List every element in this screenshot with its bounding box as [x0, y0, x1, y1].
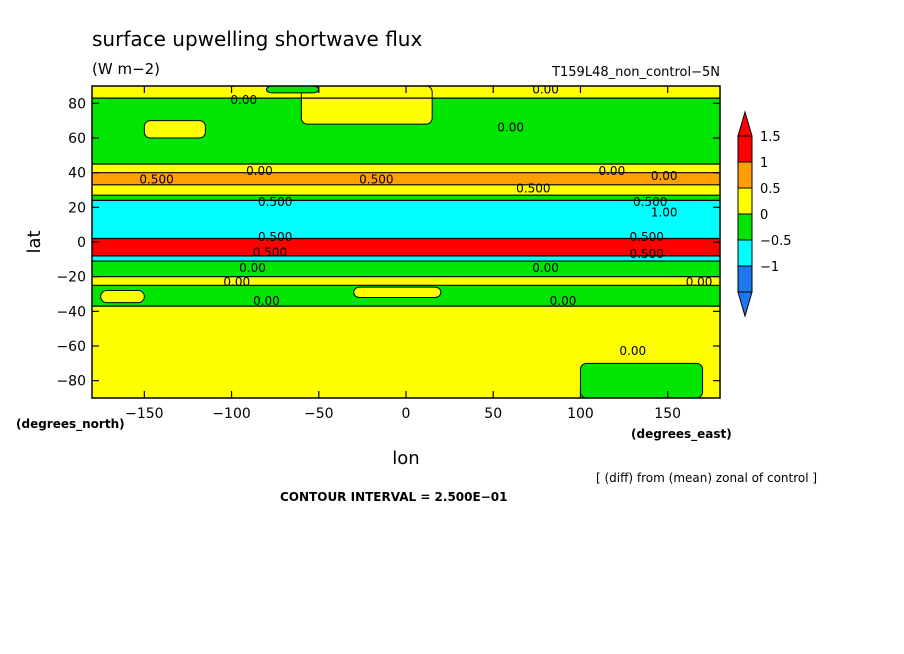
chart-units: (W m−2): [92, 60, 160, 78]
colorbar-segment-5: [737, 135, 753, 163]
lat-band-6: [92, 200, 720, 239]
lat-band-2: [92, 164, 720, 173]
contour-label-6: 0.500: [139, 173, 173, 187]
contour-label-layer: 0.000.000.000.00 0.00 0.000.500 0.5000.5000…: [139, 82, 713, 358]
contour-label-0: 0.00: [230, 93, 257, 107]
contour-label-19: 0.00: [686, 275, 713, 289]
contour-label-20: 0.00: [253, 294, 280, 308]
colorbar-over-arrow: [737, 110, 753, 137]
lat-band-9: [92, 261, 720, 277]
x-tick-label-5: 100: [567, 406, 594, 422]
field-patch-4: [100, 290, 145, 304]
contour-label-10: 0.500: [258, 195, 292, 209]
colorbar-segment-2: [737, 213, 753, 241]
chart-title: surface upwelling shortwave flux: [92, 27, 422, 51]
colorbar-under-arrow: [737, 291, 753, 318]
x-tick-label-3: 0: [402, 406, 411, 422]
contour-label-15: 0.500: [630, 247, 664, 261]
colorbar: −1 −0.5 0 0.5 1 1.5: [737, 110, 792, 318]
y-tick-label-2: 40: [68, 166, 86, 182]
colorbar-segment-0: [737, 265, 753, 293]
contour-label-21: 0.00: [550, 294, 577, 308]
x-tick-label-0: −150: [125, 406, 163, 422]
contour-label-22: 0.00: [619, 344, 646, 358]
contour-label-12: 0.500: [258, 230, 292, 244]
contour-label-11: 1.00: [651, 206, 678, 220]
contour-label-5: 0.00: [651, 169, 678, 183]
field-patch-3: [579, 362, 704, 398]
lat-band-7: [92, 238, 720, 256]
contour-label-14: 0.500: [253, 245, 287, 259]
y-tick-label-6: −40: [56, 304, 86, 320]
x-tick-label-4: 50: [484, 406, 502, 422]
contour-label-4: 0.00: [598, 164, 625, 178]
lat-band-3: [92, 172, 720, 185]
lat-band-10: [92, 276, 720, 286]
contour-label-18: 0.00: [223, 275, 250, 289]
contour-label-2: 0.00: [497, 121, 524, 135]
contour-label-16: 0.00: [239, 261, 266, 275]
lat-band-4: [92, 184, 720, 196]
y-axis-unit: (degrees_north): [16, 417, 125, 432]
y-axis-label: lat: [24, 230, 45, 253]
contour-label-9: 0.500: [633, 195, 667, 209]
y-tick-label-7: −60: [56, 339, 86, 355]
x-tick-label-6: 150: [654, 406, 681, 422]
x-axis-unit: (degrees_east): [631, 427, 732, 442]
field-patch-0: [300, 86, 433, 125]
x-axis-label: lon: [392, 448, 419, 469]
colorbar-segment-1: [737, 239, 753, 267]
contour-label-17: 0.00: [532, 261, 559, 275]
y-tick-label-1: 60: [68, 131, 86, 147]
y-tick-label-8: −80: [56, 374, 86, 390]
contour-label-1: 0.00: [532, 82, 559, 96]
y-tick-label-5: −20: [56, 270, 86, 286]
dataset-label: T159L48_non_control−5N: [551, 65, 720, 80]
lat-band-5: [92, 195, 720, 201]
colorbar-label-5: 1.5: [760, 130, 781, 145]
x-tick-label-2: −50: [304, 406, 334, 422]
colorbar-label-3: 0.5: [760, 182, 781, 197]
y-tick-label-4: 0: [77, 235, 86, 251]
y-tick-label-0: 80: [68, 96, 86, 112]
x-tick-label-1: −100: [212, 406, 250, 422]
field-patch-1: [143, 120, 206, 139]
field-patch-2: [265, 86, 320, 94]
colorbar-label-1: −0.5: [760, 234, 792, 249]
y-axis: 80 60 40 20 0 −20 −40 −60 −80: [56, 96, 720, 390]
contour-interval: CONTOUR INTERVAL = 2.500E−01: [280, 490, 507, 504]
contour-label-3: 0.00: [246, 164, 273, 178]
colorbar-label-2: 0: [760, 208, 768, 223]
lat-band-8: [92, 255, 720, 262]
colorbar-segment-4: [737, 161, 753, 189]
contour-label-7: 0.500: [359, 173, 393, 187]
comparison-note: [ (diff) from (mean) zonal of control ]: [596, 471, 817, 485]
colorbar-segment-3: [737, 187, 753, 215]
contour-label-8: 0.500: [516, 181, 550, 195]
x-axis: −150 −100 −50 0 50 100 150: [125, 86, 681, 422]
contour-label-13: 0.500: [630, 230, 664, 244]
field-layer: [92, 86, 720, 398]
colorbar-label-0: −1: [760, 260, 779, 275]
field-patch-5: [353, 286, 442, 298]
y-tick-label-3: 20: [68, 200, 86, 216]
colorbar-label-4: 1: [760, 156, 768, 171]
